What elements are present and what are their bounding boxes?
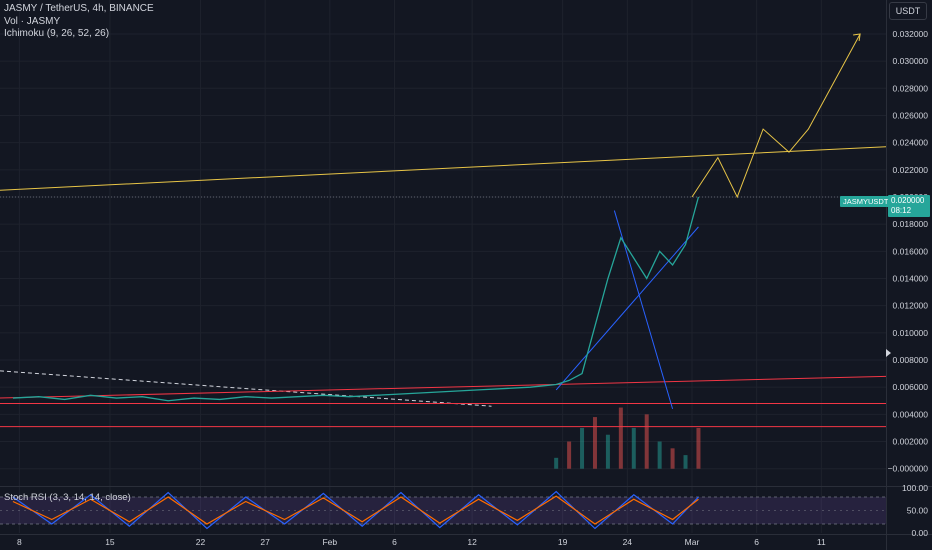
stoch-d-line: [12, 495, 699, 525]
price-tick-label: 0.022000: [893, 165, 929, 175]
stoch-tick-label: 0.00: [911, 528, 928, 538]
stoch-tick-label: 100.00: [902, 483, 928, 493]
time-tick-label: 6: [754, 537, 759, 547]
volume-bar: [670, 448, 675, 469]
price-tick-label: 0.030000: [893, 56, 929, 66]
axes: 0.032000 0.030000 0.028000 0.026000 0.024000…: [17, 29, 928, 547]
ichimoku-indicator-label[interactable]: Ichimoku (9, 26, 52, 26): [4, 28, 110, 39]
price-tick-label: 0.032000: [893, 29, 929, 39]
volume-bar: [683, 455, 688, 469]
time-tick-label: 6: [392, 537, 397, 547]
time-tick-label: 11: [817, 537, 826, 547]
volume-bar: [644, 414, 649, 469]
chart-legend: JASMY / TetherUS, 4h, BINANCE Vol · JASM…: [4, 3, 154, 41]
price-tick-label: 0.006000: [893, 382, 929, 392]
price-tick-label: 0.010000: [893, 328, 929, 338]
bar-countdown: 08:12: [891, 206, 912, 215]
time-tick-label: 22: [196, 537, 206, 547]
volume-indicator-label[interactable]: Vol · JASMY: [4, 15, 61, 27]
price-tick-label: 0.024000: [893, 138, 929, 148]
volume-bar: [696, 427, 701, 469]
drawings: [0, 33, 887, 428]
volume-bar: [605, 434, 610, 469]
stoch-tick-label: 50.00: [907, 506, 929, 516]
time-tick-label: 12: [467, 537, 477, 547]
volume-bar: [580, 427, 585, 469]
drawing-projection: [691, 33, 861, 199]
price-tick-label: −0.000000: [888, 464, 929, 474]
volume-bars: [554, 407, 701, 469]
drawing-resistance-trend: [0, 146, 887, 191]
price-line: [12, 196, 700, 402]
price-tick-label: 0.028000: [893, 83, 929, 93]
time-tick-label: Feb: [322, 537, 337, 547]
time-tick-label: Mar: [685, 537, 700, 547]
price-tick-label: 0.004000: [893, 409, 929, 419]
price-tick-label: 0.016000: [893, 246, 929, 256]
symbol-title[interactable]: JASMY / TetherUS, 4h, BINANCE: [4, 3, 154, 14]
projection-arrowhead: [853, 33, 861, 42]
symbol-price-badge: JASMYUSDT: [840, 196, 892, 207]
drawing-falling-trend: [0, 370, 492, 407]
scroll-right-arrow-icon[interactable]: [886, 349, 891, 357]
price-tick-label: 0.026000: [893, 110, 929, 120]
drawing-blue-fan-1: [555, 226, 699, 391]
stoch-rsi-label[interactable]: Stoch RSI (3, 3, 14, 14, close): [4, 492, 131, 503]
volume-bar: [631, 427, 636, 469]
drawing-support-red: [0, 375, 887, 399]
time-tick-label: 8: [17, 537, 22, 547]
time-tick-label: 27: [260, 537, 270, 547]
volume-bar: [554, 457, 559, 469]
volume-bar: [618, 407, 623, 469]
volume-bar: [657, 441, 662, 469]
price-tick-label: 0.014000: [893, 274, 929, 284]
price-tick-label: 0.012000: [893, 301, 929, 311]
price-series: [12, 196, 700, 402]
volume-bar: [592, 417, 597, 469]
time-tick-label: 19: [558, 537, 568, 547]
currency-button[interactable]: USDT: [889, 2, 927, 20]
price-tick-label: 0.008000: [893, 355, 929, 365]
stoch-rsi-pane: [0, 490, 886, 530]
price-tick-label: 0.002000: [893, 437, 929, 447]
last-price-value: 0.020000: [891, 196, 925, 205]
last-price-badge: 0.020000 08:12: [888, 195, 930, 217]
time-tick-label: 24: [623, 537, 633, 547]
time-tick-label: 15: [105, 537, 115, 547]
volume-bar: [567, 441, 572, 469]
price-tick-label: 0.018000: [893, 219, 929, 229]
stoch-k-line: [12, 490, 699, 530]
